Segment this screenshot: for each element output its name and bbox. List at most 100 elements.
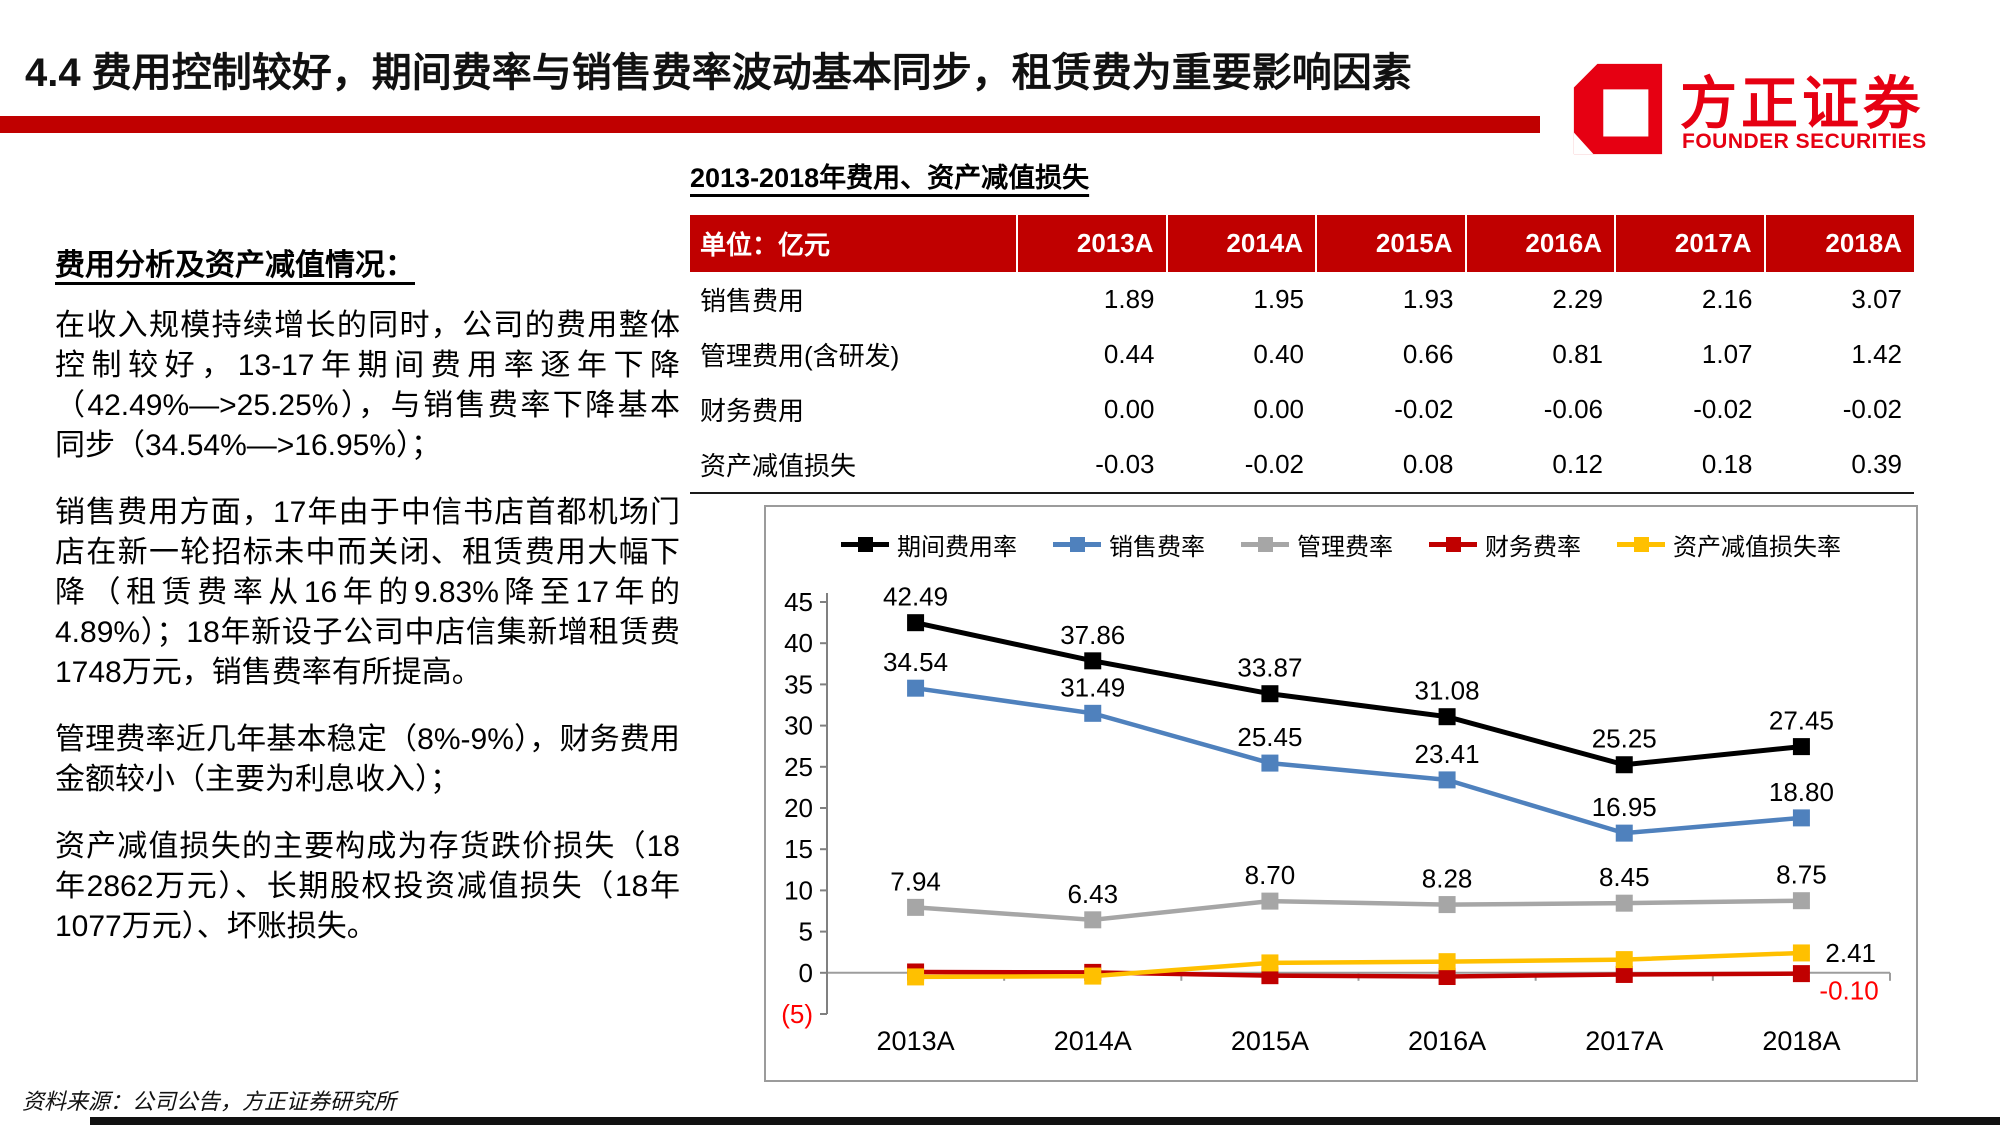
legend-marker-icon <box>1241 537 1289 552</box>
y-tick-label: (5) <box>781 999 813 1029</box>
cell-value: 1.42 <box>1764 327 1914 382</box>
table-body: 销售费用 1.89 1.95 1.93 2.29 2.16 3.07 管理费用(含研发) 0.4… <box>690 272 1914 493</box>
series-marker <box>1084 911 1102 929</box>
series-marker <box>907 898 925 916</box>
analysis-paragraphs: 在收入规模持续增长的同时，公司的费用整体控制较好，13-17年期间费用率逐年下降… <box>55 306 680 947</box>
y-tick-label: 35 <box>784 669 813 699</box>
table-year-header: 2013A <box>1016 215 1167 272</box>
cell-value: 2.29 <box>1465 272 1615 327</box>
y-tick-label: 10 <box>784 875 813 905</box>
row-label: 资产减值损失 <box>690 437 1017 493</box>
series-marker <box>1792 944 1810 962</box>
series-marker <box>1615 824 1633 842</box>
cell-value: 3.07 <box>1764 272 1914 327</box>
cell-value: 0.40 <box>1166 327 1316 382</box>
data-label: 27.45 <box>1769 706 1834 736</box>
table-year-header: 2016A <box>1464 215 1615 272</box>
cell-value: 0.81 <box>1465 327 1615 382</box>
analysis-paragraph-3: 管理费率近几年基本稳定（8%-9%），财务费用金额较小（主要为利息收入）； <box>55 723 680 796</box>
y-tick-label: 20 <box>784 793 813 823</box>
y-tick-label: 25 <box>784 752 813 782</box>
analysis-paragraph-4: 资产减值损失的主要构成为存货跌价损失（18年2862万元）、长期股权投资减值损失… <box>55 830 680 943</box>
legend-item: 管理费率 <box>1241 527 1393 562</box>
series-marker <box>1792 965 1810 983</box>
cell-value: -0.02 <box>1615 382 1765 437</box>
legend-label: 销售费率 <box>1109 534 1205 561</box>
data-label: 8.75 <box>1776 860 1827 890</box>
y-tick-label: 30 <box>784 711 813 741</box>
cell-value: -0.02 <box>1316 382 1466 437</box>
logo-name-en: FOUNDER SECURITIES <box>1682 130 1927 153</box>
data-label: 33.87 <box>1237 653 1302 683</box>
data-label: 8.70 <box>1245 860 1296 890</box>
data-label: 42.49 <box>883 582 948 612</box>
series-marker <box>1792 892 1810 910</box>
y-tick-label: 0 <box>799 958 813 988</box>
cell-value: 0.39 <box>1764 437 1914 493</box>
series-line <box>915 620 1802 768</box>
series-marker <box>1438 896 1456 914</box>
source-note: 资料来源：公司公告，方正证券研究所 <box>22 1089 397 1114</box>
data-label: 34.54 <box>883 647 948 677</box>
legend-item: 销售费率 <box>1053 527 1205 562</box>
legend-marker-icon <box>1429 537 1477 552</box>
row-label: 销售费用 <box>690 272 1017 327</box>
cell-value: 0.08 <box>1316 437 1466 493</box>
table-year-header: 2014A <box>1165 215 1316 272</box>
series-marker <box>1615 894 1633 912</box>
analysis-panel: 费用分析及资产减值情况： 在收入规模持续增长的同时，公司的费用整体控制较好，13… <box>55 240 680 974</box>
data-label: 31.49 <box>1060 672 1125 702</box>
series-marker <box>1438 771 1456 789</box>
series-marker <box>1261 892 1279 910</box>
cell-value: 1.95 <box>1166 272 1316 327</box>
legend-item: 财务费率 <box>1429 527 1581 562</box>
series-marker <box>907 968 925 986</box>
series-line <box>915 898 1802 923</box>
series-marker <box>1438 968 1456 986</box>
x-tick-label: 2015A <box>1231 1026 1309 1056</box>
data-label: 8.28 <box>1422 864 1473 894</box>
data-label: 23.41 <box>1415 739 1480 769</box>
series-marker <box>1084 652 1102 670</box>
row-label: 财务费用 <box>690 382 1017 437</box>
legend-item: 资产减值损失率 <box>1617 527 1841 562</box>
data-label: 16.95 <box>1592 792 1657 822</box>
data-label: 25.25 <box>1592 724 1657 754</box>
table-header-row: 单位：亿元 2013A 2014A 2015A 2016A 2017A 2018A <box>690 215 1914 272</box>
cell-value: -0.02 <box>1764 382 1914 437</box>
legend-marker-icon <box>1053 537 1101 552</box>
table-row: 销售费用 1.89 1.95 1.93 2.29 2.16 3.07 <box>690 272 1914 327</box>
y-tick-label: 5 <box>799 917 813 947</box>
cell-value: -0.02 <box>1166 437 1316 493</box>
table-year-header: 2015A <box>1315 215 1466 272</box>
series-marker <box>907 614 925 632</box>
data-label: 25.45 <box>1237 722 1302 752</box>
x-tick-label: 2018A <box>1762 1026 1840 1056</box>
row-label: 管理费用(含研发) <box>690 327 1017 382</box>
table-year-header: 2018A <box>1763 215 1914 272</box>
y-tick-label: 45 <box>784 587 813 617</box>
y-tick-label: 15 <box>784 834 813 864</box>
series-line <box>915 969 1802 979</box>
cell-value: 0.00 <box>1166 382 1316 437</box>
table-title: 2013-2018年费用、资产减值损失 <box>690 163 1090 193</box>
data-label: 37.86 <box>1060 620 1125 650</box>
data-label: 7.94 <box>890 866 941 896</box>
cell-value: 0.44 <box>1017 327 1167 382</box>
table-row: 财务费用 0.00 0.00 -0.02 -0.06 -0.02 -0.02 <box>690 382 1914 437</box>
table-row: 资产减值损失 -0.03 -0.02 0.08 0.12 0.18 0.39 <box>690 437 1914 493</box>
data-label: 8.45 <box>1599 862 1650 892</box>
table-unit-header: 单位：亿元 <box>690 215 1017 272</box>
logo-name-cn: 方正证券 <box>1680 72 1924 136</box>
series-marker <box>1261 754 1279 772</box>
legend-label: 资产减值损失率 <box>1673 534 1841 561</box>
financial-table: 单位：亿元 2013A 2014A 2015A 2016A 2017A 2018A 销售费用… <box>690 215 1914 494</box>
page-title: 4.4 费用控制较好，期间费率与销售费率波动基本同步，租赁费为重要影响因素 <box>25 51 1412 95</box>
logo: 方正证券 FOUNDER SECURITIES <box>1568 58 1928 168</box>
series-marker <box>1084 704 1102 722</box>
cell-value: 1.93 <box>1316 272 1466 327</box>
data-label: 2.41 <box>1825 938 1876 968</box>
cell-value: 1.07 <box>1615 327 1765 382</box>
x-tick-label: 2016A <box>1408 1026 1486 1056</box>
